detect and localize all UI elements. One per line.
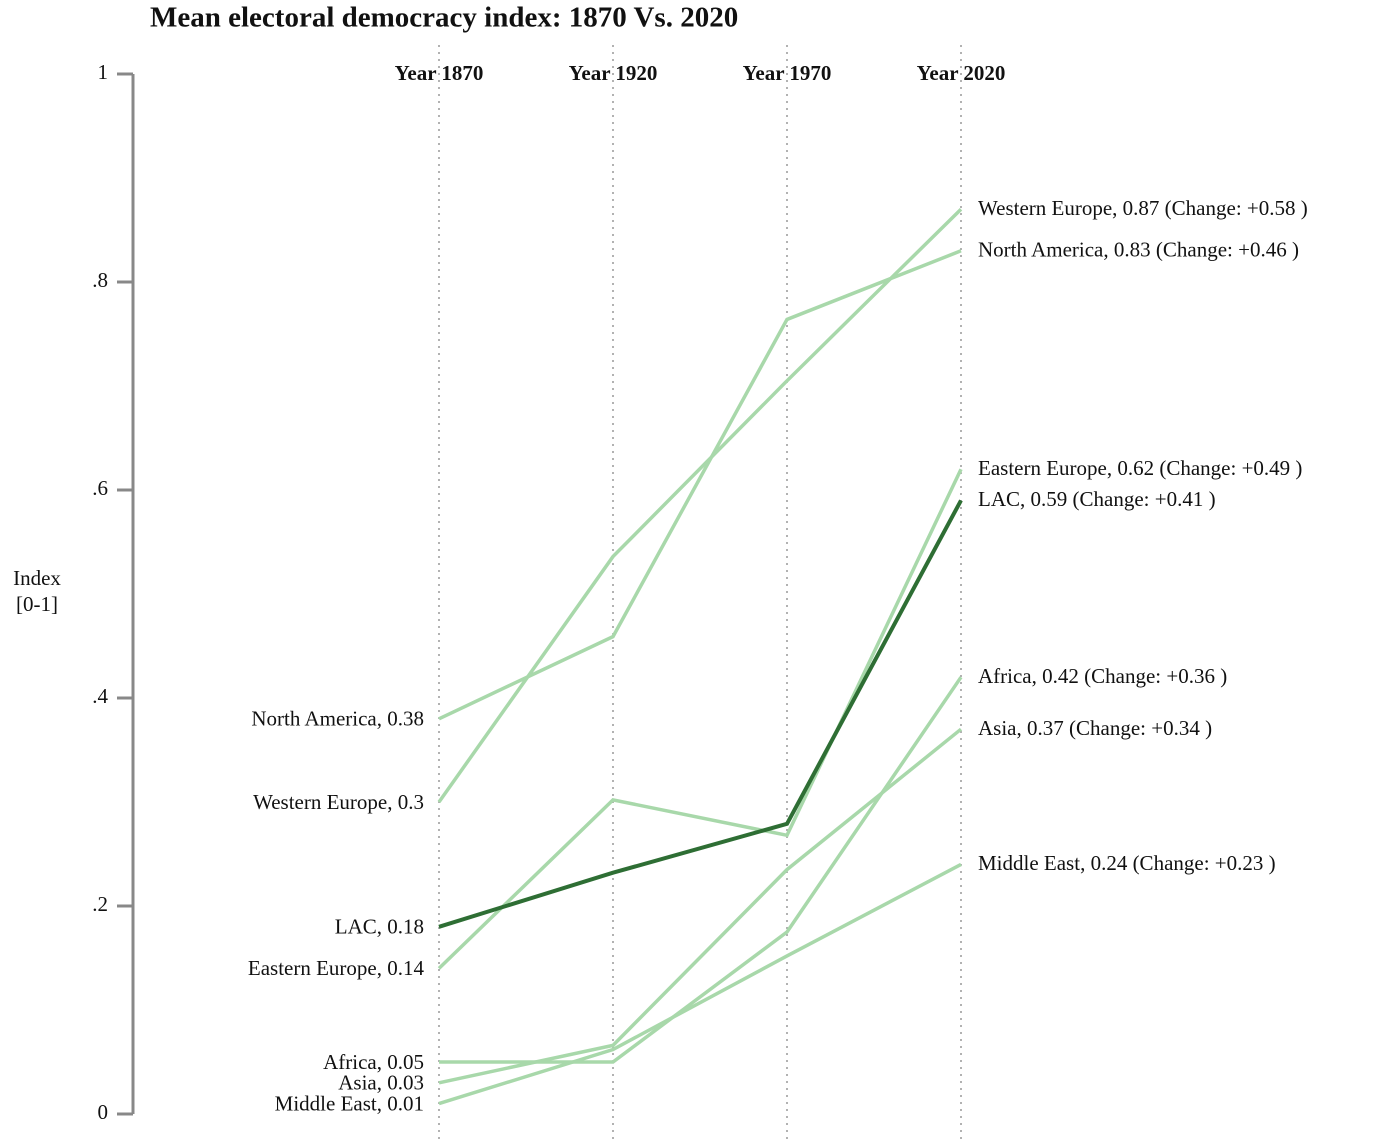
start-label: Western Europe, 0.3 <box>253 790 424 814</box>
series-line <box>438 249 962 721</box>
start-label: Africa, 0.05 <box>323 1050 424 1074</box>
series-line <box>438 862 962 1106</box>
end-label: Eastern Europe, 0.62 (Change: +0.49 ) <box>978 456 1302 480</box>
y-tick-label: .6 <box>92 476 108 500</box>
series-line <box>437 468 963 970</box>
start-label: Eastern Europe, 0.14 <box>248 956 425 980</box>
start-label: North America, 0.38 <box>251 707 424 731</box>
end-label: LAC, 0.59 (Change: +0.41 ) <box>978 487 1216 511</box>
category-label: Year 2020 <box>917 61 1006 85</box>
y-tick-label: .2 <box>92 892 108 916</box>
y-axis-label: [0-1] <box>16 592 58 616</box>
series-line <box>438 727 963 1085</box>
end-label: Western Europe, 0.87 (Change: +0.58 ) <box>978 196 1308 220</box>
y-tick-label: 1 <box>98 60 109 84</box>
category-label: Year 1970 <box>743 61 832 85</box>
start-label: Middle East, 0.01 <box>275 1091 424 1115</box>
end-label: North America, 0.83 (Change: +0.46 ) <box>978 238 1299 262</box>
start-label: LAC, 0.18 <box>335 915 424 939</box>
y-tick-label: .4 <box>92 684 108 708</box>
series-line <box>438 499 963 929</box>
y-tick-label: 0 <box>98 1100 109 1124</box>
category-label: Year 1920 <box>569 61 658 85</box>
y-axis-label: Index <box>13 566 61 590</box>
category-label: Year 1870 <box>395 61 484 85</box>
series-line <box>439 676 963 1064</box>
y-tick-label: .8 <box>92 268 108 292</box>
chart-title: Mean electoral democracy index: 1870 Vs.… <box>150 2 738 34</box>
series-line <box>437 207 963 804</box>
end-label: Middle East, 0.24 (Change: +0.23 ) <box>978 851 1276 875</box>
start-label: Asia, 0.03 <box>338 1071 424 1095</box>
end-label: Asia, 0.37 (Change: +0.34 ) <box>978 716 1212 740</box>
end-label: Africa, 0.42 (Change: +0.36 ) <box>978 664 1227 688</box>
